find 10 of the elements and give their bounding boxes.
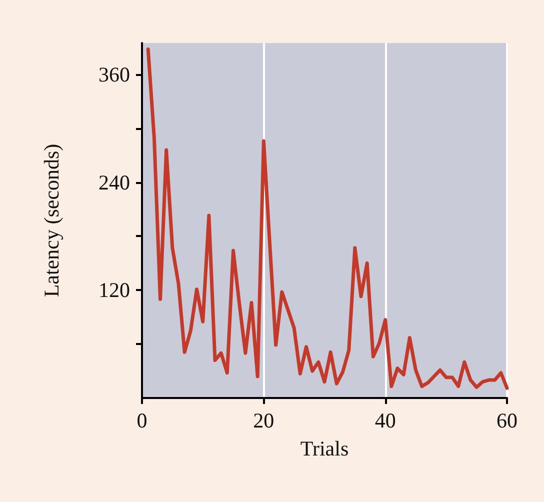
y-tick-label: 360 bbox=[98, 62, 130, 86]
x-axis-title: Trials bbox=[300, 436, 349, 460]
y-tick-label: 240 bbox=[98, 170, 130, 194]
y-tick-label: 120 bbox=[98, 278, 130, 302]
x-tick-label: 40 bbox=[374, 408, 396, 432]
x-tick-label: 60 bbox=[496, 408, 518, 432]
line-series bbox=[146, 48, 509, 390]
y-axis-title: Latency (seconds) bbox=[40, 144, 64, 298]
x-tick-label: 0 bbox=[136, 408, 148, 432]
x-tick-label: 20 bbox=[253, 408, 274, 432]
